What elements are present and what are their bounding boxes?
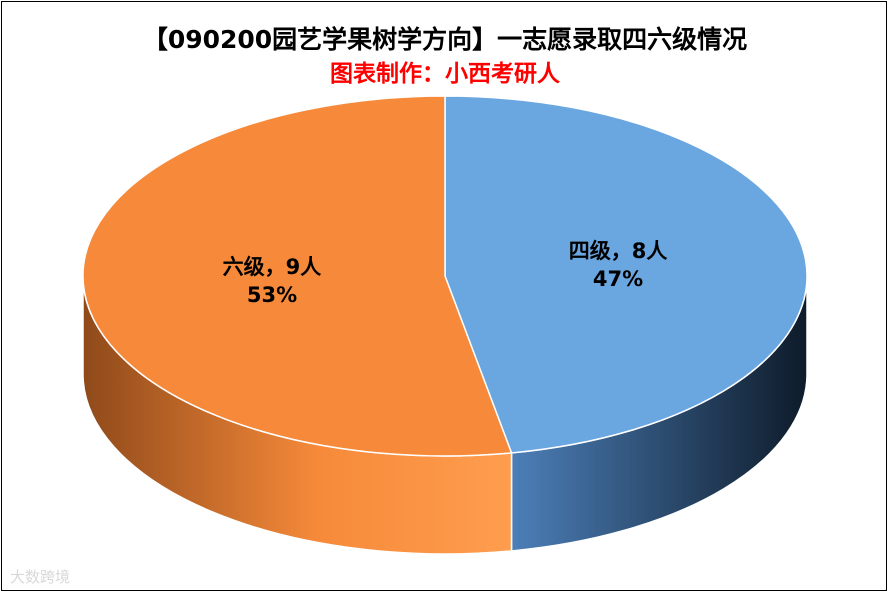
pie-slice-cet4 [444, 95, 808, 454]
data-label-cet4-count: 四级，8人 [569, 239, 668, 263]
chart-subtitle: 图表制作：小西考研人 [330, 61, 560, 87]
pie-slice-cet6 [82, 95, 513, 457]
data-label-cet6-percent: 53% [247, 283, 297, 307]
watermark: 大数跨境 [10, 568, 71, 586]
data-label-cet4-percent: 47% [593, 267, 643, 291]
data-label-cet6-count: 六级，9人 [223, 255, 322, 279]
chart-title: 【090200园艺学果树学方向】一志愿录取四六级情况 [142, 25, 748, 54]
